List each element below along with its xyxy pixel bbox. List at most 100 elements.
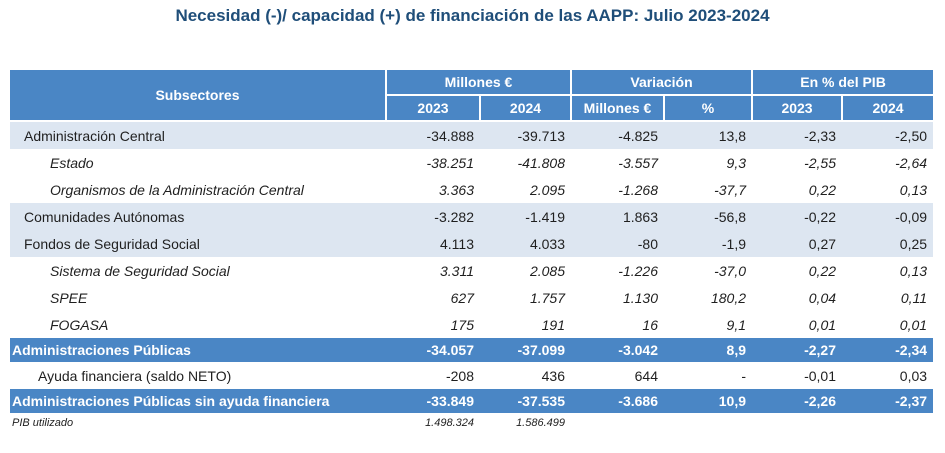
row-label: Fondos de Seguridad Social [10, 230, 386, 257]
cell-pib-2024: -2,34 [842, 338, 934, 362]
cell-pib-2024: -2,64 [895, 154, 928, 171]
cell-2024: -39.713 [480, 121, 571, 149]
cell-2024: 1.757 [529, 289, 565, 306]
cell-2023: -208 [445, 367, 474, 384]
cell-pct: 180,2 [710, 289, 747, 306]
table-row: Administración Central -34.888 -39.713 -… [10, 121, 934, 149]
cell-pib-2023: -0,22 [752, 203, 843, 230]
cell-var: -80 [571, 230, 664, 257]
cell-pib-2024: -0,09 [842, 203, 934, 230]
header-pib-2024: 2024 [842, 95, 934, 122]
cell-pct: -37,0 [714, 262, 747, 279]
cell-pct: 10,9 [664, 389, 753, 413]
cell-2023: -33.849 [386, 389, 480, 413]
header-variacion: Variación [571, 70, 754, 96]
cell-pib-2024: -2,50 [842, 121, 934, 149]
header-pib: En % del PIB [752, 70, 934, 96]
cell-2024: 2.085 [529, 262, 565, 279]
cell-var: -4.825 [571, 121, 664, 149]
cell-var: -3.686 [571, 389, 664, 413]
cell-pib-2023: -2,33 [752, 121, 843, 149]
table-row: Estado -38.251 -41.808 -3.557 9,3 -2,55 … [10, 149, 933, 176]
table-row: Sistema de Seguridad Social 3.311 2.085 … [10, 257, 933, 284]
cell-pib-2023: 0,22 [808, 262, 837, 279]
cell-pib-2024: 0,13 [899, 181, 928, 198]
cell-pib-2023: -2,55 [804, 154, 837, 171]
total-row: Administraciones Públicas sin ayuda fina… [10, 389, 934, 413]
cell-2023: 3.311 [440, 262, 474, 279]
cell-var: -3.042 [571, 338, 664, 362]
table-row: Ayuda financiera (saldo NETO) -208 436 6… [10, 362, 933, 389]
header-millones: Millones € [386, 70, 572, 96]
note-label: PIB utilizado [12, 417, 74, 429]
row-label: FOGASA [50, 316, 109, 333]
cell-pct: -56,8 [664, 203, 753, 230]
cell-2024: 191 [541, 316, 565, 333]
cell-pib-2023: 0,04 [808, 289, 837, 306]
row-label: Ayuda financiera (saldo NETO) [38, 367, 232, 384]
cell-2023: 3.363 [438, 181, 474, 198]
cell-2023: -34.888 [386, 121, 480, 149]
cell-pib-2023: -2,27 [752, 338, 843, 362]
cell-2023: 4.113 [386, 230, 480, 257]
cell-pct: 8,9 [664, 338, 753, 362]
cell-pct: -1,9 [664, 230, 753, 257]
header-var-pct: % [664, 95, 754, 122]
cell-2024: -41.808 [517, 154, 565, 171]
cell-2023: 627 [450, 289, 474, 306]
row-label: Comunidades Autónomas [10, 203, 386, 230]
cell-2024: 4.033 [480, 230, 571, 257]
header-subsectores: Subsectores [10, 70, 387, 122]
row-label: Administraciones Públicas [10, 338, 386, 362]
header-pib-2023: 2023 [752, 95, 844, 122]
cell-pib-2023: -2,26 [752, 389, 843, 413]
table-row: Comunidades Autónomas -3.282 -1.419 1.86… [10, 203, 934, 230]
table-row: Organismos de la Administración Central … [10, 176, 933, 203]
cell-pct: 9,3 [726, 154, 747, 171]
cell-var: -3.557 [618, 154, 658, 171]
cell-2023: 175 [450, 316, 474, 333]
cell-pct: 9,1 [726, 316, 747, 333]
cell-var: 1.130 [622, 289, 658, 306]
cell-2024: 2.095 [529, 181, 565, 198]
cell-pct: - [741, 367, 747, 384]
cell-pib-2024: 0,03 [899, 367, 928, 384]
cell-2023: -38.251 [426, 154, 474, 171]
cell-pib-2024: -2,37 [842, 389, 934, 413]
header-year-2024: 2024 [480, 95, 572, 122]
cell-var: 644 [634, 367, 658, 384]
cell-var: 1.863 [571, 203, 664, 230]
row-label: Estado [50, 154, 94, 171]
row-label: Administración Central [10, 121, 386, 149]
cell-pib-2024: 0,01 [899, 316, 928, 333]
cell-2024: 436 [541, 367, 565, 384]
cell-pib-2023: 0,22 [808, 181, 837, 198]
header-year-2023: 2023 [386, 95, 481, 122]
total-row: Administraciones Públicas -34.057 -37.09… [10, 338, 934, 362]
cell-var: -1.226 [618, 262, 658, 279]
row-label: Organismos de la Administración Central [50, 181, 304, 198]
financing-table: Subsectores Millones € Variación En % de… [10, 70, 934, 433]
cell-pib-2023: 0,27 [752, 230, 843, 257]
cell-2024: -37.535 [480, 389, 571, 413]
page-title: Necesidad (-)/ capacidad (+) de financia… [175, 6, 770, 25]
cell-2024: -1.419 [480, 203, 571, 230]
cell-var: 16 [642, 316, 658, 333]
table-row: FOGASA 175 191 16 9,1 0,01 0,01 [10, 311, 933, 338]
cell-2024: -37.099 [480, 338, 571, 362]
header-var-millones: Millones € [571, 95, 665, 122]
row-label: Sistema de Seguridad Social [50, 262, 230, 279]
row-label: SPEE [50, 289, 88, 306]
cell-pct: -37,7 [714, 181, 747, 198]
cell-pib-2024: 0,25 [842, 230, 934, 257]
note-row: PIB utilizado 1.498.324 1.586.499 [10, 413, 933, 433]
cell-pib-2024: 0,13 [899, 262, 928, 279]
cell-2023: -34.057 [386, 338, 480, 362]
note-2023: 1.498.324 [425, 417, 474, 429]
cell-pib-2023: -0,01 [804, 367, 837, 384]
table-row: SPEE 627 1.757 1.130 180,2 0,04 0,11 [10, 284, 933, 311]
cell-2023: -3.282 [386, 203, 480, 230]
note-2024: 1.586.499 [516, 417, 565, 429]
cell-pib-2023: 0,01 [808, 316, 837, 333]
cell-var: -1.268 [618, 181, 658, 198]
